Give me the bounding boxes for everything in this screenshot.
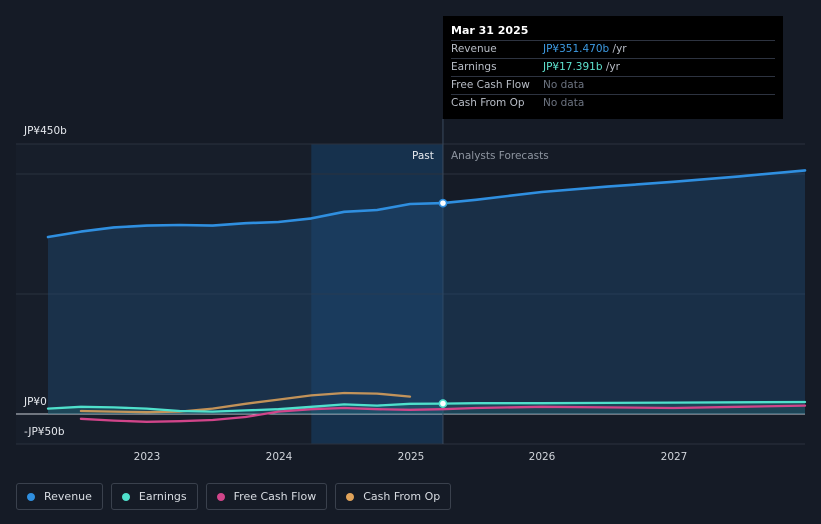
earnings-line [46, 400, 807, 413]
revenue-marker [438, 198, 448, 208]
legend-label: Free Cash Flow [233, 490, 317, 503]
forecast-label: Analysts Forecasts [451, 150, 549, 162]
tooltip-value: JP¥17.391b [543, 61, 603, 73]
cash-from-op-line [79, 391, 412, 414]
legend-item-free-cash-flow[interactable]: Free Cash Flow [205, 483, 328, 510]
past-label: Past [412, 150, 434, 162]
y-tick-label-zero: JP¥0 [24, 396, 47, 408]
legend-item-cash-from-op[interactable]: Cash From Op [335, 483, 452, 510]
tooltip-label: Revenue [451, 43, 497, 55]
y-tick-label-negative: -JP¥50b [24, 426, 65, 438]
x-tick-label: 2027 [660, 451, 688, 463]
legend-label: Earnings [138, 490, 187, 503]
y-tick-label-top: JP¥450b [24, 125, 67, 137]
tooltip-value: No data [543, 79, 585, 91]
legend-label: Revenue [44, 490, 92, 503]
tooltip-row-fcf: Free Cash Flow No data [451, 76, 775, 94]
earnings-dot-icon [121, 492, 130, 501]
x-tick-label: 2023 [133, 451, 161, 463]
tooltip-value: No data [543, 97, 585, 109]
earnings-marker [438, 399, 448, 408]
tooltip-row-revenue: Revenue JP¥351.470b /yr [451, 40, 775, 58]
tooltip-unit: /yr [602, 61, 620, 73]
x-tick-label: 2025 [397, 451, 425, 463]
tooltip-row-earnings: Earnings JP¥17.391b /yr [451, 58, 775, 76]
tooltip-label: Earnings [451, 61, 497, 73]
revenue-dot-icon [27, 492, 35, 501]
legend-label: Cash From Op [363, 490, 441, 503]
legend-item-revenue[interactable]: Revenue [16, 483, 103, 510]
cash-from-op-dot-icon [346, 492, 355, 501]
revenue-line [46, 169, 807, 239]
x-tick-label: 2026 [528, 451, 556, 463]
tooltip-unit: /yr [609, 43, 627, 55]
tooltip-label: Free Cash Flow [451, 79, 530, 91]
legend-item-earnings[interactable]: Earnings [110, 483, 198, 510]
tooltip-row-cfo: Cash From Op No data [451, 94, 775, 112]
free-cash-flow-dot-icon [216, 492, 225, 501]
x-tick-label: 2024 [265, 451, 293, 463]
tooltip-label: Cash From Op [451, 97, 525, 109]
free-cash-flow-line [79, 404, 807, 423]
data-tooltip: Mar 31 2025 Revenue JP¥351.470b /yr Earn… [443, 16, 783, 119]
legend: Revenue Earnings Free Cash Flow Cash Fro… [16, 483, 452, 510]
revenue-area [48, 170, 805, 414]
tooltip-date: Mar 31 2025 [451, 24, 529, 37]
tooltip-value: JP¥351.470b [543, 43, 610, 55]
